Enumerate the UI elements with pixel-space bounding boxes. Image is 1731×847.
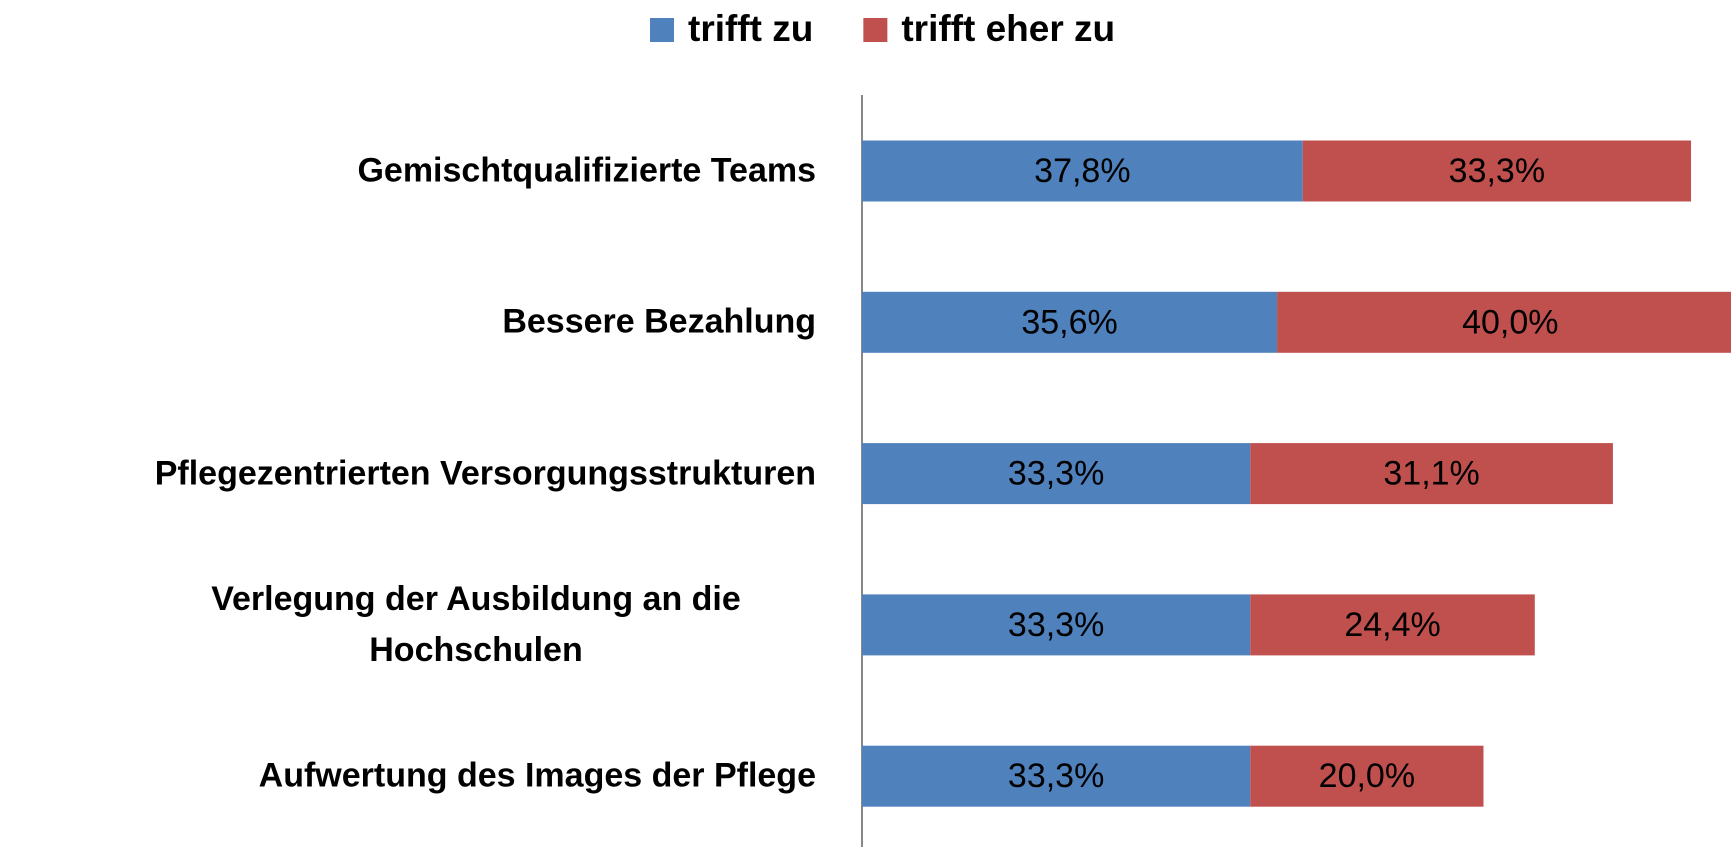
legend-label: trifft eher zu xyxy=(901,8,1115,49)
bar-segment xyxy=(1302,140,1692,202)
category-label: Gemischtqualifizierte Teams xyxy=(357,151,816,190)
bar-segment xyxy=(862,140,1303,202)
value-label: 33,3% xyxy=(1008,757,1104,795)
bar-segment xyxy=(1250,594,1535,656)
value-label: 35,6% xyxy=(1021,303,1117,341)
category-label: Bessere Bezahlung xyxy=(502,302,816,341)
value-label: 24,4% xyxy=(1344,606,1440,644)
legend-swatch xyxy=(650,18,674,42)
category-label: Aufwertung des Images der Pflege xyxy=(258,756,816,795)
bar-segment xyxy=(862,745,1251,807)
value-label: 40,0% xyxy=(1462,303,1558,341)
value-label: 37,8% xyxy=(1034,152,1130,190)
bar-segment xyxy=(1277,291,1731,353)
bar-segment xyxy=(862,594,1251,656)
category-label: Pflegezentrierten Versorgungsstrukturen xyxy=(154,454,816,493)
value-label: 33,3% xyxy=(1449,152,1545,190)
category-label: Verlegung der Ausbildung an die Hochschu… xyxy=(211,579,741,669)
value-label: 33,3% xyxy=(1008,455,1104,493)
bar-segment xyxy=(862,291,1278,353)
value-label: 33,3% xyxy=(1008,606,1104,644)
value-label: 31,1% xyxy=(1383,455,1479,493)
bar-segment xyxy=(862,443,1251,505)
value-label: 20,0% xyxy=(1319,757,1415,795)
legend-label: trifft zu xyxy=(688,8,813,49)
legend-swatch xyxy=(863,18,888,42)
bar-segment xyxy=(1250,443,1613,505)
bar-segment xyxy=(1250,745,1484,807)
